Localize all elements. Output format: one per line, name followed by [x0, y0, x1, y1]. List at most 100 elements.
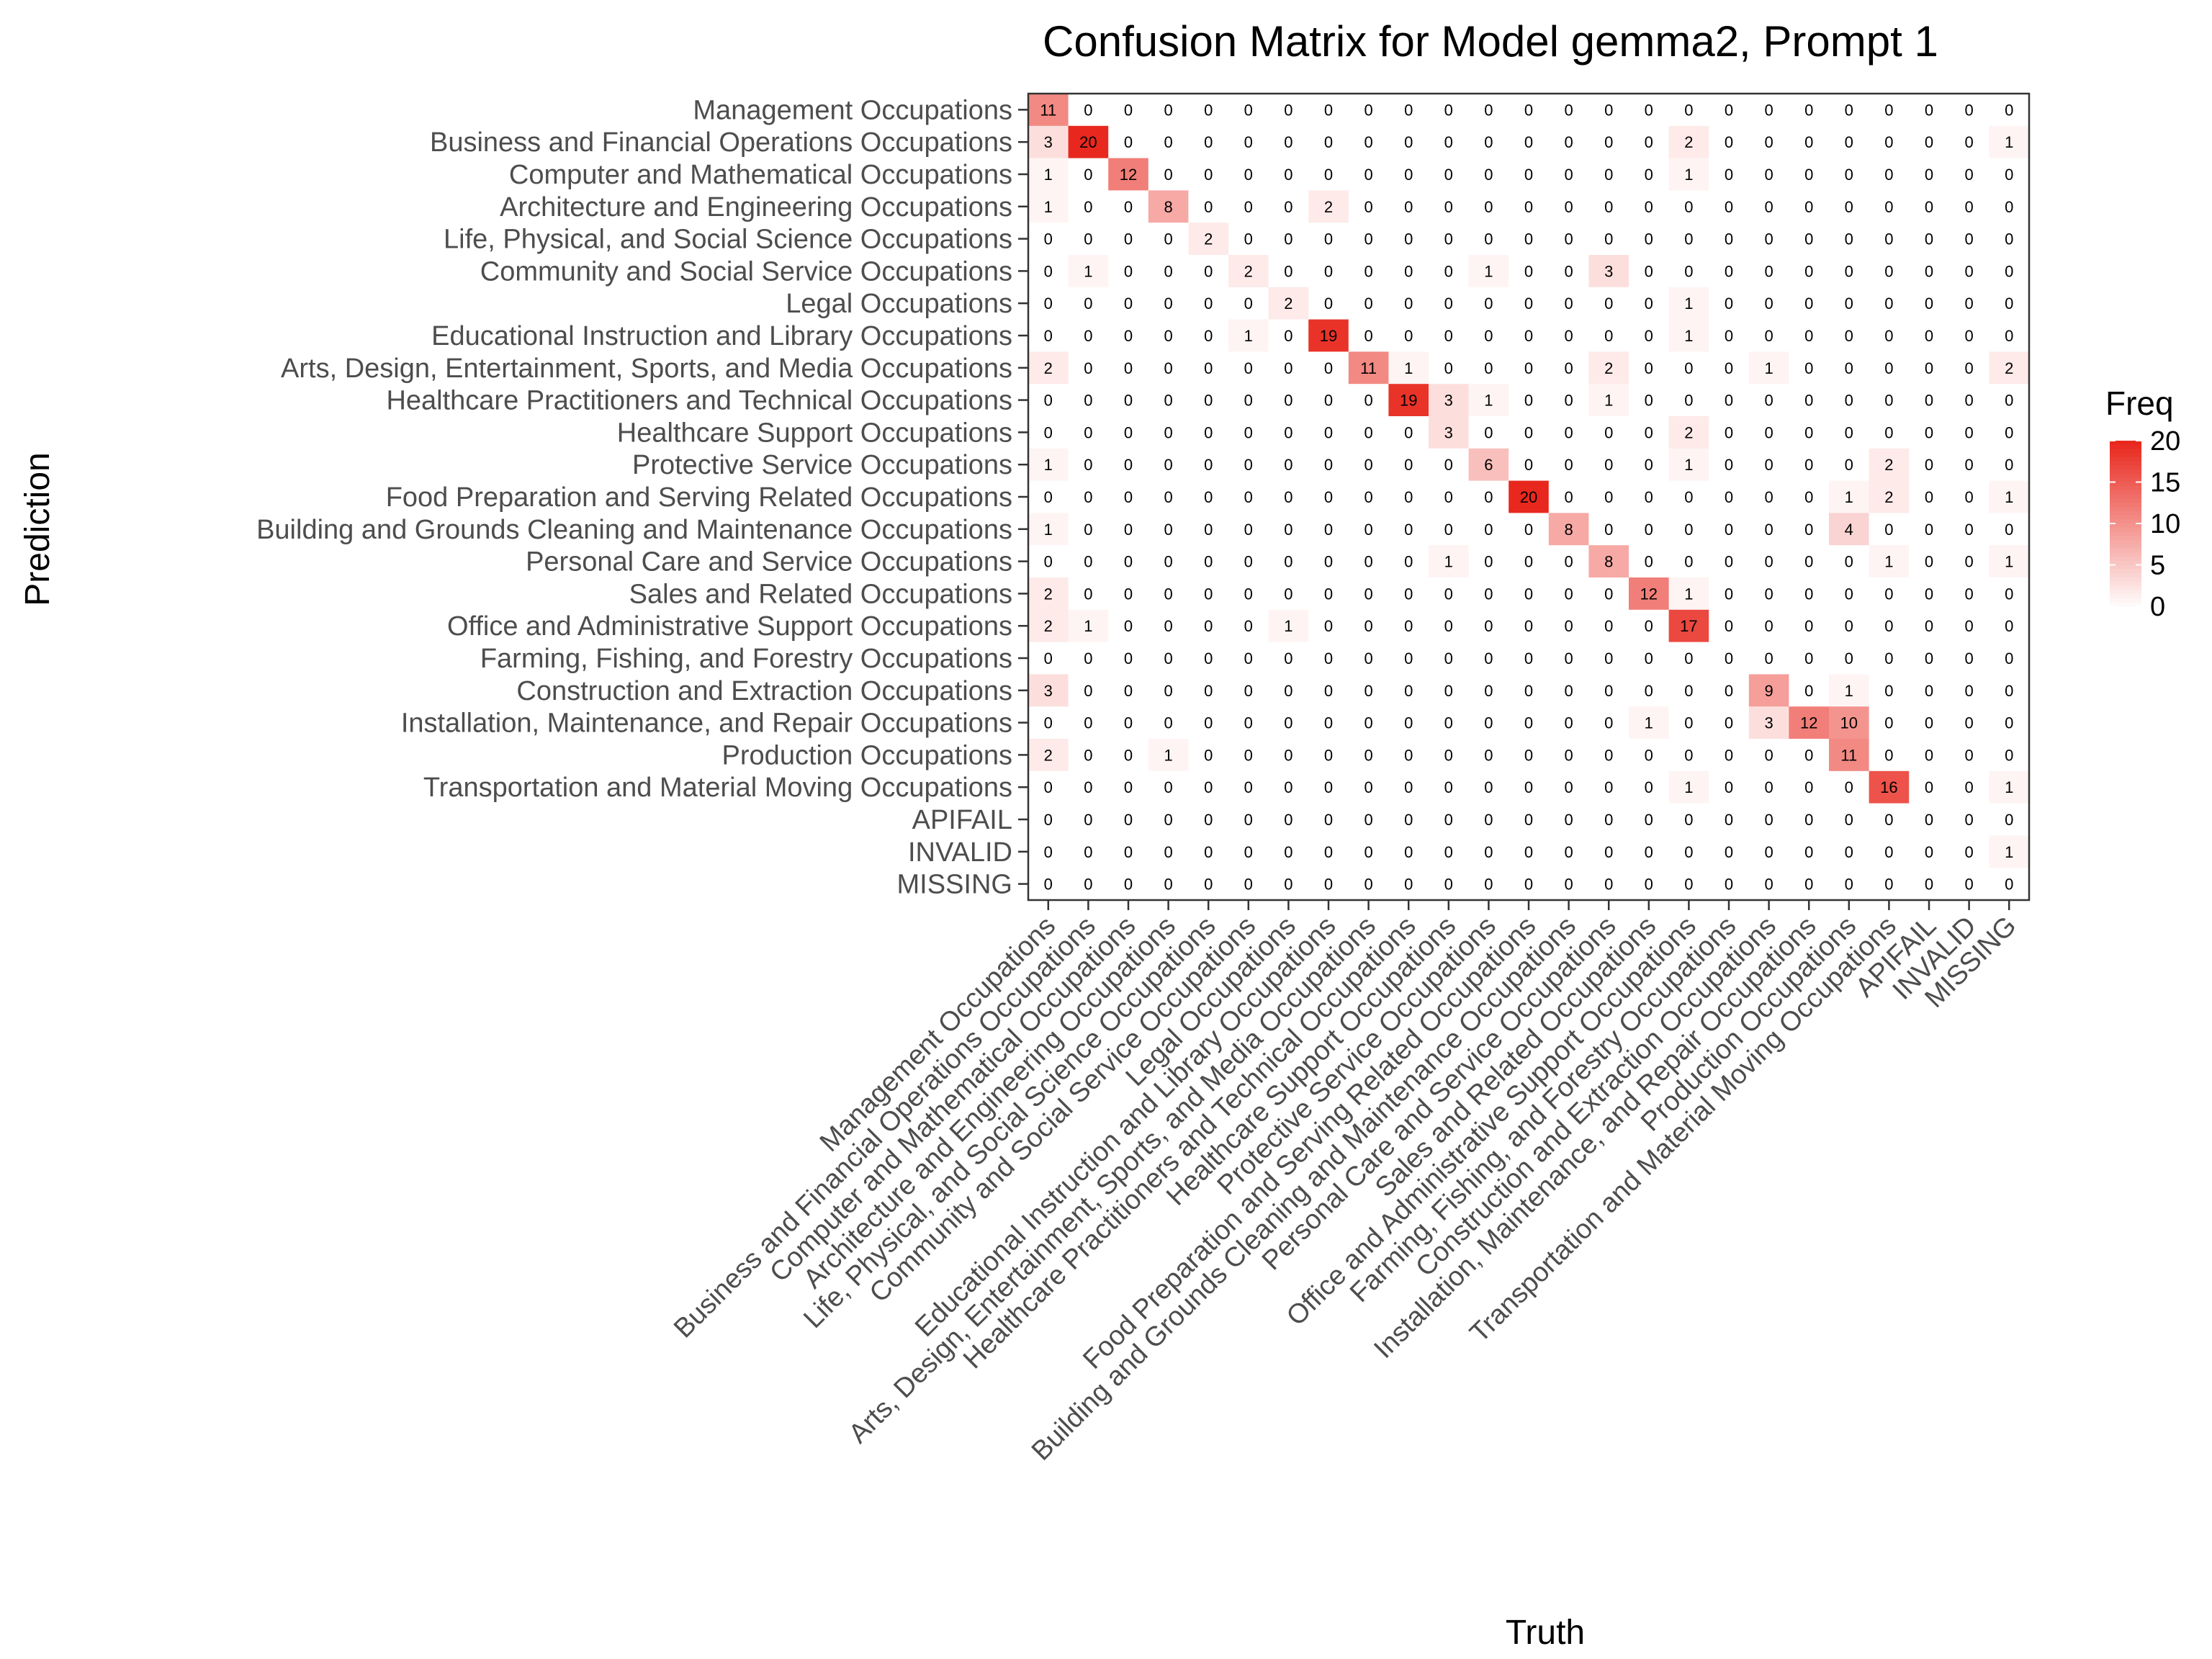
- heatmap-cell: [1509, 319, 1550, 352]
- heatmap-cell: [1709, 674, 1750, 707]
- heatmap-cell: [1509, 770, 1550, 804]
- cell-value-label: 0: [1604, 876, 1613, 894]
- heatmap-cell: [1668, 319, 1709, 352]
- cell-value-label: 0: [1725, 876, 1733, 894]
- cell-value-label: 0: [1324, 456, 1333, 474]
- heatmap-cell: [1188, 803, 1229, 836]
- heatmap-cell: [1548, 577, 1589, 611]
- cell-value-label: 0: [1124, 746, 1133, 764]
- cell-value-label: 0: [1684, 876, 1693, 894]
- cell-value-label: 0: [1404, 133, 1413, 151]
- heatmap-cell: [1188, 94, 1229, 127]
- cell-value-label: 0: [1324, 553, 1333, 571]
- cell-value-label: 0: [1364, 166, 1372, 184]
- heatmap-cell: [1709, 835, 1750, 868]
- heatmap-cell: [1668, 351, 1709, 385]
- cell-value-label: 0: [1364, 876, 1372, 894]
- heatmap-cell: [1989, 674, 2030, 707]
- legend-gradient-step: [2110, 598, 2141, 603]
- cell-value-label: 0: [1524, 714, 1533, 732]
- heatmap-cell: [1709, 384, 1750, 417]
- y-tick-label: Building and Grounds Cleaning and Mainte…: [256, 515, 1012, 545]
- cell-value-label: 0: [1244, 714, 1253, 732]
- heatmap-cell: [1588, 480, 1629, 513]
- heatmap-cell: [1668, 287, 1709, 320]
- heatmap-cell: [1709, 190, 1750, 223]
- heatmap-cell: [1829, 384, 1870, 417]
- heatmap-cell: [1989, 190, 2030, 223]
- heatmap-cell: [1228, 448, 1269, 482]
- cell-value-label: 0: [1204, 327, 1213, 345]
- cell-value-label: 0: [1564, 682, 1573, 700]
- heatmap-cell: [1709, 739, 1750, 772]
- heatmap-cell: [1748, 770, 1789, 804]
- heatmap-cell: [1268, 674, 1309, 707]
- legend-tick-label: 5: [2150, 551, 2165, 581]
- heatmap-cell: [1909, 319, 1950, 352]
- cell-value-label: 0: [1524, 843, 1533, 861]
- cell-value-label: 0: [1404, 521, 1413, 539]
- legend-gradient-step: [2110, 540, 2141, 545]
- heatmap-cell: [1268, 545, 1309, 578]
- cell-value-label: 0: [1564, 876, 1573, 894]
- cell-value-label: 0: [1444, 488, 1453, 506]
- heatmap-cell: [1148, 803, 1189, 836]
- heatmap-cell: [1588, 158, 1629, 191]
- heatmap-cell: [1629, 545, 1670, 578]
- cell-value-label: 0: [1884, 359, 1893, 377]
- legend-gradient-step: [2110, 581, 2141, 587]
- cell-value-label: 0: [1164, 488, 1172, 506]
- legend-gradient-step: [2110, 590, 2141, 595]
- heatmap-cell: [1748, 609, 1789, 643]
- cell-value-label: 0: [1444, 585, 1453, 603]
- heatmap-cell: [1869, 190, 1910, 223]
- legend-gradient-step: [2110, 498, 2141, 504]
- heatmap-cell: [1548, 158, 1589, 191]
- cell-value-label: 0: [1444, 262, 1453, 280]
- legend-gradient-step: [2110, 444, 2141, 450]
- cell-value-label: 0: [1204, 359, 1213, 377]
- heatmap-cell: [1629, 319, 1670, 352]
- cell-value-label: 0: [1364, 585, 1372, 603]
- cell-value-label: 0: [1124, 876, 1133, 894]
- cell-value-label: 0: [1164, 133, 1172, 151]
- cell-value-label: 1: [1684, 778, 1693, 796]
- cell-value-label: 0: [2005, 682, 2013, 700]
- heatmap-cell: [1629, 190, 1670, 223]
- cell-value-label: 0: [1444, 101, 1453, 119]
- cell-value-label: 0: [1044, 262, 1053, 280]
- cell-value-label: 0: [1084, 746, 1092, 764]
- legend-gradient-step: [2110, 523, 2141, 529]
- heatmap-cell: [1228, 803, 1269, 836]
- cell-value-label: 0: [1444, 198, 1453, 216]
- cell-value-label: 0: [1524, 295, 1533, 313]
- heatmap-cell: [1028, 609, 1069, 643]
- heatmap-cell: [1468, 835, 1509, 868]
- cell-value-label: 0: [1164, 327, 1172, 345]
- heatmap-cell: [1348, 351, 1389, 385]
- y-tick-label: Computer and Mathematical Occupations: [509, 160, 1012, 190]
- heatmap-cell: [1909, 384, 1950, 417]
- heatmap-cell: [1108, 319, 1149, 352]
- heatmap-cell: [1548, 868, 1589, 901]
- heatmap-cell: [1308, 190, 1349, 223]
- heatmap-cell: [1068, 706, 1109, 739]
- cell-value-label: 0: [1884, 649, 1893, 667]
- cell-value-label: 0: [1164, 456, 1172, 474]
- heatmap-cell: [1869, 706, 1910, 739]
- heatmap-cell: [1588, 222, 1629, 256]
- heatmap-cell: [1989, 609, 2030, 643]
- cell-value-label: 0: [1925, 876, 1933, 894]
- cell-value-label: 0: [1324, 811, 1333, 829]
- heatmap-cell: [1429, 384, 1470, 417]
- cell-value-label: 0: [1324, 230, 1333, 248]
- heatmap-cell: [1509, 94, 1550, 127]
- heatmap-cell: [1709, 125, 1750, 159]
- heatmap-cell: [1429, 158, 1470, 191]
- cell-value-label: 0: [1645, 262, 1653, 280]
- heatmap-cell: [1468, 545, 1509, 578]
- cell-value-label: 0: [1804, 166, 1813, 184]
- heatmap-cell: [1588, 94, 1629, 127]
- heatmap-cell: [1188, 448, 1229, 482]
- cell-value-label: 0: [1564, 359, 1573, 377]
